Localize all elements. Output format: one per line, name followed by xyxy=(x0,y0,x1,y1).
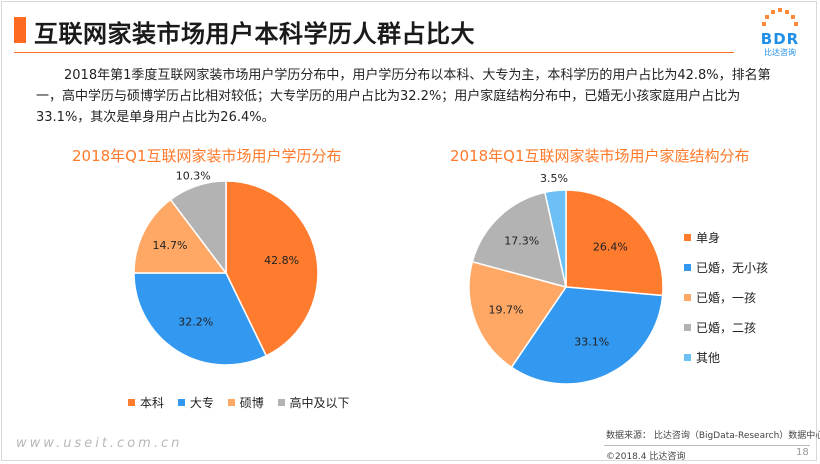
legend-label: 已婚，二孩 xyxy=(696,321,757,335)
pie-slice-其他 xyxy=(543,189,567,288)
legend-swatch xyxy=(684,234,691,241)
page-title: 互联网家装市场用户本科学历人群占比大 xyxy=(34,20,475,48)
title-accent-bar xyxy=(14,17,26,43)
slice-label: 32.2% xyxy=(178,315,213,328)
legend-label: 已婚，一孩 xyxy=(696,291,757,305)
legend-swatch xyxy=(684,294,691,301)
legend-swatch xyxy=(684,324,691,331)
legend-item: 高中及以下 xyxy=(277,394,350,411)
legend-label: 其他 xyxy=(696,351,721,365)
legend-swatch xyxy=(128,399,135,406)
footer-rule xyxy=(604,445,810,446)
pie-slice-大专 xyxy=(133,272,268,366)
legend-label: 单身 xyxy=(696,231,721,245)
legend-swatch xyxy=(684,264,691,271)
title-rule xyxy=(14,52,734,53)
family-pie: 26.4% 33.1% 19.7% 17.3% 3.5% xyxy=(468,172,664,385)
legend-item: 已婚，一孩 xyxy=(684,290,768,320)
logo-subtitle: 比达咨询 xyxy=(764,48,796,57)
summary-paragraph: 2018年第1季度互联网家装市场用户学历分布中，用户学历分布以本科、大专为主，本… xyxy=(36,68,771,125)
slice-label: 33.1% xyxy=(574,335,609,348)
legend-swatch xyxy=(177,399,185,406)
legend-item: 本科 xyxy=(128,394,164,411)
logo-text: BDR xyxy=(760,30,800,48)
slice-label: 26.4% xyxy=(593,240,628,253)
pie-slice-已婚，无小孩 xyxy=(510,286,664,385)
legend-item: 已婚，二孩 xyxy=(684,320,768,350)
watermark: www.useit.com.cn xyxy=(16,436,183,451)
data-source: 数据来源： 比达咨询（BigData-Research）数据中心 xyxy=(606,431,820,441)
legend-swatch xyxy=(227,399,235,406)
pie-slice-本科 xyxy=(225,180,319,357)
slice-label: 14.7% xyxy=(153,239,188,252)
legend-label: 硕博 xyxy=(239,396,264,410)
page-number: 18 xyxy=(796,447,809,458)
pie-slice-已婚，一孩 xyxy=(468,260,568,369)
legend-item: 已婚，无小孩 xyxy=(684,260,768,290)
education-pie: 42.8% 32.2% 14.7% 10.3% xyxy=(133,169,319,366)
legend-label: 大专 xyxy=(189,396,214,410)
legend-label: 已婚，无小孩 xyxy=(696,261,769,275)
bdr-logo: BDR 比达咨询 xyxy=(752,6,808,58)
copyright: ©2018.4 比达咨询 xyxy=(606,452,686,462)
family-chart-title: 2018年Q1互联网家装市场用户家庭结构分布 xyxy=(450,147,750,165)
slice-label: 42.8% xyxy=(264,254,299,267)
slice-label: 17.3% xyxy=(504,235,539,248)
legend-swatch xyxy=(684,354,691,361)
pie-slice-硕博 xyxy=(133,198,228,274)
legend-label: 高中及以下 xyxy=(289,396,350,410)
pie-slice-高中及以下 xyxy=(169,180,227,276)
logo-arc-icon xyxy=(762,8,798,26)
education-legend: 本科 大专 硕博 高中及以下 xyxy=(128,394,360,411)
legend-item: 其他 xyxy=(684,350,768,380)
slice-label: 10.3% xyxy=(176,169,211,182)
pie-slice-单身 xyxy=(565,189,664,297)
pie-slice-已婚，二孩 xyxy=(471,191,568,289)
slice-label: 19.7% xyxy=(488,303,523,316)
legend-label: 本科 xyxy=(140,396,165,410)
legend-item: 单身 xyxy=(684,230,768,260)
legend-item: 硕博 xyxy=(227,394,264,411)
family-legend: 单身 已婚，无小孩 已婚，一孩 已婚，二孩 其他 xyxy=(684,230,768,380)
education-chart-title: 2018年Q1互联网家装市场用户学历分布 xyxy=(72,147,342,165)
legend-swatch xyxy=(277,399,285,406)
legend-item: 大专 xyxy=(177,394,214,411)
slice-label: 3.5% xyxy=(540,172,568,185)
